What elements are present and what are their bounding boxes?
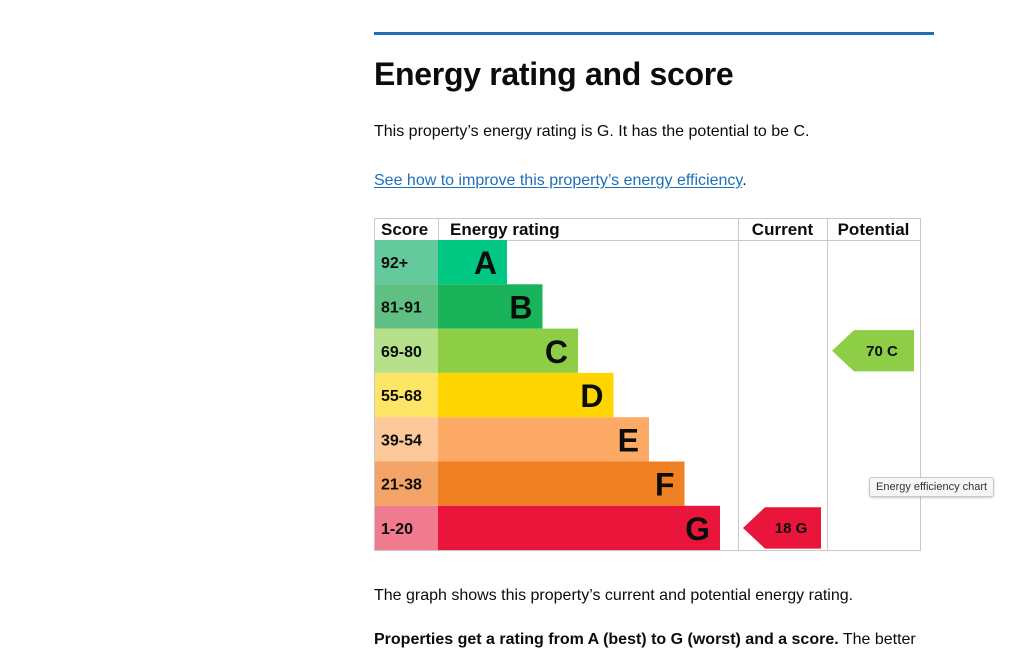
potential-rating-arrow	[832, 330, 914, 372]
score-cell-g	[375, 505, 438, 551]
rating-bar-g	[438, 505, 720, 551]
chart-pointers: 18 G 70 C	[743, 330, 914, 549]
score-cell-a	[375, 240, 438, 285]
chart-tooltip: Energy efficiency chart	[869, 477, 995, 497]
header-potential: Potential	[838, 220, 910, 239]
rating-bar-f	[438, 461, 685, 506]
potential-rating-label: 70 C	[866, 343, 898, 360]
rating-bar-c	[438, 328, 578, 373]
score-cell-b	[375, 284, 438, 329]
score-cell-e	[375, 417, 438, 462]
header-current: Current	[752, 220, 814, 239]
rating-bar-a	[438, 240, 507, 285]
current-rating-arrow	[743, 507, 821, 549]
score-cell-d	[375, 372, 438, 418]
graph-caption: The graph shows this property’s current …	[374, 587, 854, 604]
score-label-b: 81-91	[381, 299, 422, 316]
rating-letter-c: C	[545, 334, 568, 370]
score-label-a: 92+	[381, 255, 408, 272]
score-label-f: 21-38	[381, 477, 422, 494]
chart-headers: Score Energy rating Current Potential	[381, 220, 909, 239]
rating-letter-d: D	[580, 378, 603, 414]
score-label-d: 55-68	[381, 388, 422, 405]
link-suffix: .	[742, 172, 747, 189]
rating-letter-a: A	[474, 245, 497, 281]
section-divider	[374, 32, 934, 35]
score-label-g: 1-20	[381, 521, 413, 538]
chart-bands: 92+ A 81-91 B 69-80 C 55-68 D 39-54 E 21-38 F 1-20 G	[375, 240, 720, 551]
improve-paragraph: See how to improve this property’s energ…	[374, 171, 747, 191]
score-cell-c	[375, 328, 438, 373]
rating-bar-d	[438, 372, 614, 418]
score-label-c: 69-80	[381, 344, 422, 361]
header-energy-rating: Energy rating	[450, 220, 560, 239]
page-title: Energy rating and score	[374, 56, 734, 92]
chart-frame	[374, 218, 921, 552]
rating-letter-g: G	[685, 511, 710, 547]
score-label-e: 39-54	[381, 432, 422, 449]
rating-summary: This property’s energy rating is G. It h…	[374, 123, 810, 140]
score-cell-f	[375, 461, 438, 506]
current-rating-label: 18 G	[775, 520, 808, 537]
rating-bar-e	[438, 417, 649, 462]
improve-efficiency-link[interactable]: See how to improve this property’s energ…	[374, 172, 743, 189]
bottom-paragraph: Properties get a rating from A (best) to…	[374, 630, 916, 650]
rating-letter-f: F	[655, 467, 675, 503]
header-score: Score	[381, 220, 428, 239]
rating-letter-b: B	[509, 289, 532, 325]
rating-letter-e: E	[618, 422, 639, 458]
rating-bar-b	[438, 284, 543, 329]
